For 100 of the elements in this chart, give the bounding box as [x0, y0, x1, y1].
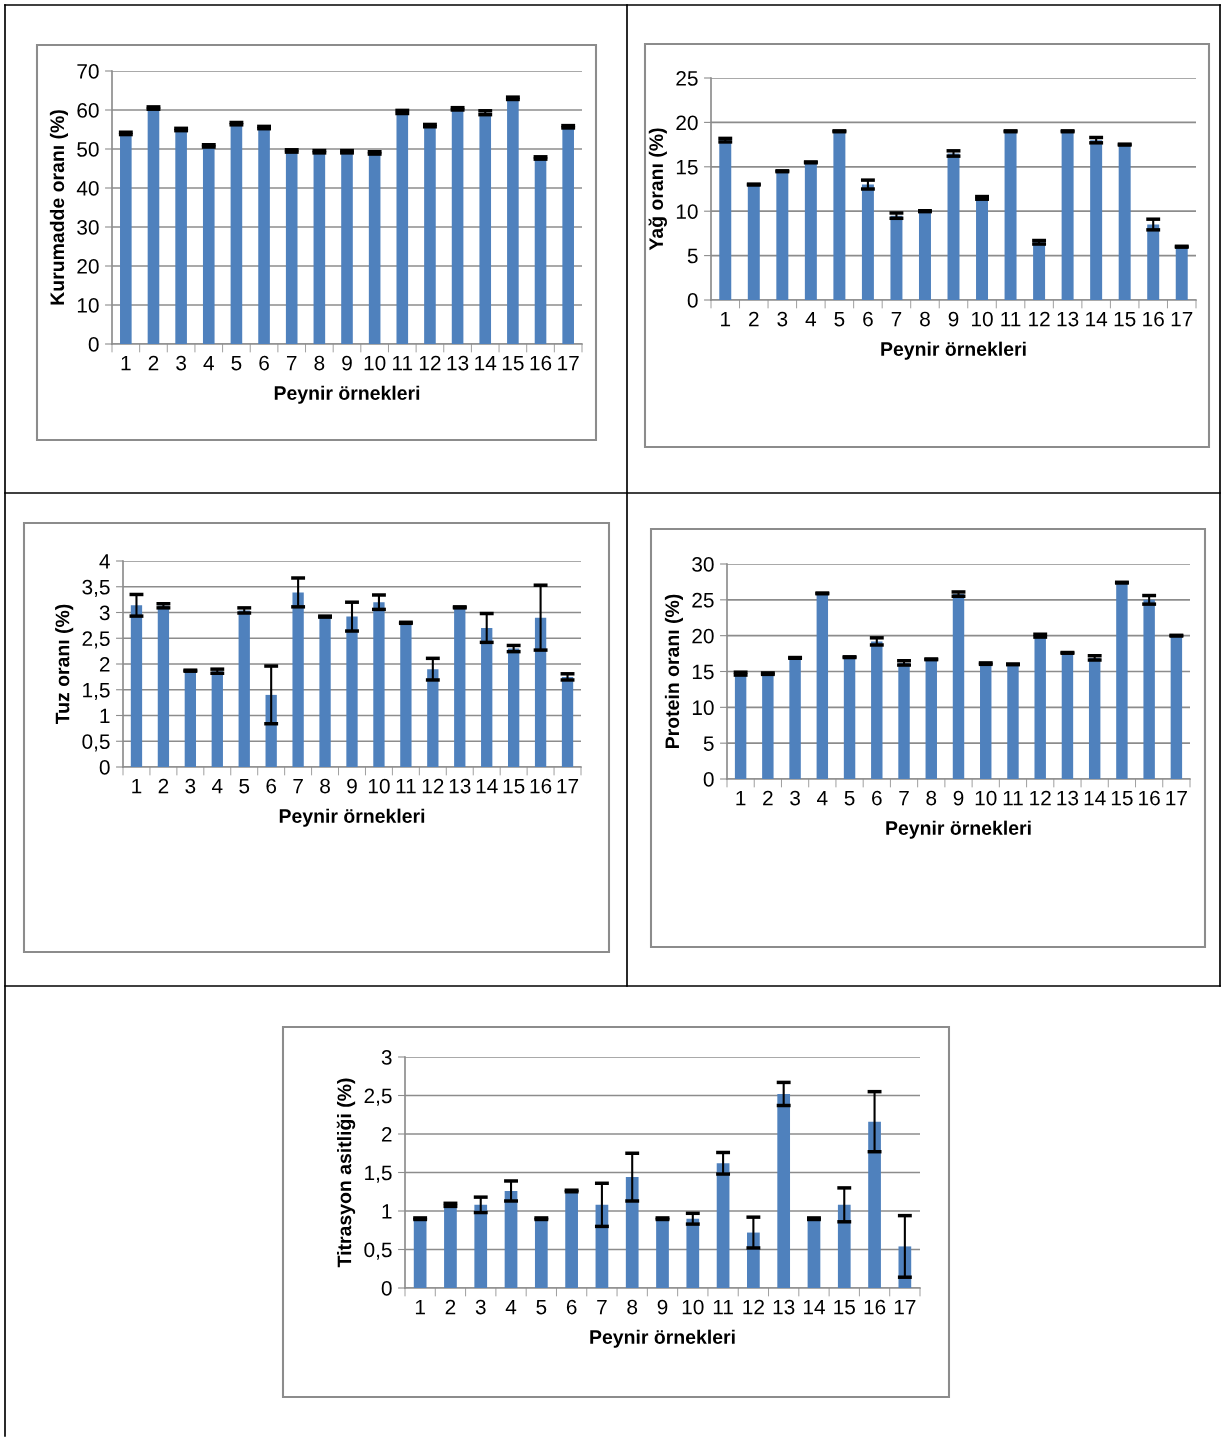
bar — [507, 648, 520, 767]
x-tick-label: 12 — [1029, 311, 1050, 327]
bar — [716, 1163, 730, 1288]
y-axis-title: Titrasyon asitliği (%) — [336, 1078, 356, 1268]
y-tick-label: 70 — [77, 64, 99, 79]
x-tick-label: 15 — [1114, 311, 1136, 327]
bar — [184, 670, 197, 767]
x-tick-label: 3 — [777, 311, 788, 327]
x-tick-label: 5 — [844, 790, 855, 806]
x-tick-label: 15 — [503, 778, 525, 794]
y-tick-label: 15 — [692, 664, 714, 680]
x-tick-label: 6 — [266, 778, 277, 794]
bar — [238, 610, 250, 767]
x-tick-label: 2 — [445, 1299, 456, 1315]
x-tick-label: 15 — [834, 1299, 855, 1315]
bar — [454, 607, 466, 767]
bar — [1061, 131, 1074, 300]
x-tick-label: 12 — [422, 778, 444, 794]
bar — [565, 1190, 578, 1288]
bar — [1147, 224, 1160, 300]
x-tick-label: 5 — [834, 311, 845, 327]
x-tick-label: 14 — [1084, 790, 1106, 806]
bar — [130, 605, 143, 767]
bar — [373, 602, 385, 767]
x-tick-label: 13 — [1057, 790, 1079, 806]
x-tick-label: 14 — [1086, 311, 1108, 327]
bar — [789, 657, 801, 779]
bar — [1061, 652, 1074, 779]
y-tick-label: 1 — [100, 708, 110, 724]
x-tick-label: 6 — [566, 1299, 577, 1315]
x-tick-label: 16 — [530, 778, 552, 794]
x-tick-label: 1 — [415, 1299, 425, 1315]
x-tick-label: 17 — [557, 778, 579, 794]
x-tick-label: 16 — [864, 1299, 886, 1315]
bar — [980, 663, 992, 779]
y-tick-label: 10 — [692, 700, 714, 716]
y-tick-label: 4 — [99, 554, 110, 569]
x-tick-label: 17 — [1171, 311, 1193, 327]
x-tick-label: 13 — [773, 1299, 795, 1315]
x-axis-title: Peynir örnekleri — [279, 808, 425, 827]
x-tick-label: 6 — [872, 790, 882, 806]
bar — [804, 162, 817, 300]
x-tick-label: 5 — [231, 355, 242, 371]
y-tick-label: 60 — [77, 103, 99, 118]
x-tick-label: 12 — [1030, 790, 1051, 806]
x-tick-label: 8 — [320, 778, 330, 794]
x-tick-label: 6 — [863, 311, 873, 327]
x-tick-label: 9 — [657, 1299, 668, 1315]
x-tick-label: 5 — [536, 1299, 547, 1315]
y-tick-label: 10 — [676, 204, 698, 219]
x-axis-title: Peynir örnekleri — [886, 820, 1031, 839]
y-tick-label: 3 — [381, 1050, 392, 1065]
x-tick-label: 4 — [805, 311, 817, 327]
bar — [147, 108, 160, 344]
bar — [427, 669, 439, 767]
y-tick-label: 20 — [692, 628, 714, 644]
y-tick-label: 20 — [676, 115, 698, 131]
y-tick-label: 40 — [76, 181, 99, 196]
x-tick-label: 13 — [447, 355, 469, 371]
bar — [686, 1218, 700, 1288]
bar — [534, 617, 547, 767]
y-tick-label: 15 — [676, 160, 698, 175]
x-tick-label: 10 — [975, 790, 997, 806]
bar — [413, 1218, 427, 1288]
x-tick-label: 3 — [185, 778, 196, 794]
bar — [952, 594, 965, 779]
y-tick-label: 25 — [676, 71, 698, 86]
bar — [474, 1204, 488, 1288]
x-tick-label: 7 — [891, 311, 902, 327]
x-tick-label: 2 — [749, 311, 759, 327]
x-tick-label: 11 — [713, 1299, 733, 1315]
x-tick-label: 14 — [476, 778, 498, 794]
bar — [871, 641, 883, 779]
bar — [837, 1204, 851, 1288]
x-tick-label: 14 — [803, 1299, 825, 1315]
bar — [868, 1121, 881, 1288]
x-tick-label: 11 — [393, 355, 413, 371]
x-tick-label: 3 — [790, 790, 800, 806]
x-axis-title: Peynir örnekleri — [590, 1329, 735, 1348]
bar — [534, 1218, 548, 1288]
x-tick-label: 4 — [505, 1299, 517, 1315]
y-tick-label: 20 — [77, 259, 99, 274]
x-tick-label: 11 — [396, 778, 416, 794]
bar — [1004, 131, 1017, 300]
y-tick-label: 1 — [382, 1204, 392, 1219]
x-tick-label: 3 — [475, 1299, 486, 1315]
bar — [1175, 246, 1188, 300]
x-tick-label: 16 — [530, 355, 552, 371]
bar — [776, 171, 789, 300]
x-tick-label: 17 — [894, 1299, 916, 1315]
bar — [1118, 144, 1131, 300]
bar — [816, 593, 829, 779]
bar — [1143, 599, 1155, 779]
bar — [1090, 140, 1103, 300]
x-tick-label: 10 — [972, 311, 993, 327]
y-tick-label: 50 — [77, 142, 99, 157]
x-tick-label: 1 — [721, 311, 731, 327]
x-tick-label: 16 — [1143, 311, 1164, 327]
y-tick-label: 0 — [703, 772, 714, 787]
y-tick-label: 2,5 — [82, 631, 110, 649]
